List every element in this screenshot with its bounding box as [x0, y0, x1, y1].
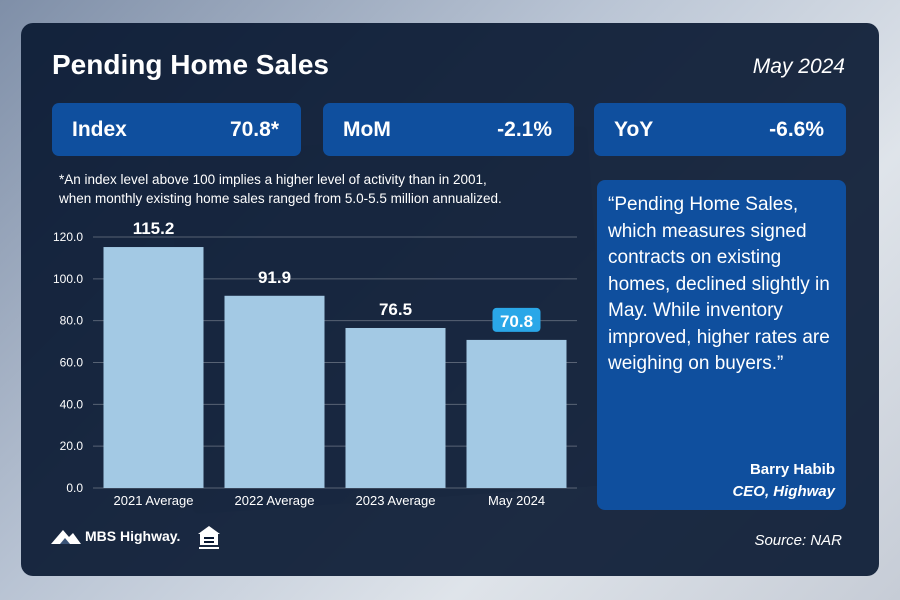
bar-chart: 0.0 20.0 40.0 60.0 80.0 100.0 120.0 115.2 2021 A… [53, 219, 577, 508]
stat-yoy: YoY -6.6% [594, 103, 846, 156]
y-tick-label: 80.0 [60, 314, 84, 328]
x-tick-label: 2021 Average [114, 493, 194, 508]
y-tick-label: 120.0 [53, 230, 83, 244]
bar [103, 247, 204, 488]
stat-mom: MoM -2.1% [323, 103, 574, 156]
stat-yoy-value: -6.6% [769, 117, 824, 141]
quote-author: Barry Habib [749, 461, 835, 478]
y-tick-label: 20.0 [60, 439, 84, 453]
data-label: 76.5 [379, 300, 412, 319]
logo-text: MBS Highway. [85, 528, 181, 544]
data-label: 91.9 [258, 268, 291, 287]
page-title: Pending Home Sales [52, 49, 329, 80]
quote-panel: “Pending Home Sales, which measures sign… [597, 180, 846, 510]
stat-mom-label: MoM [343, 117, 391, 141]
bar [345, 327, 446, 488]
x-tick-label: 2022 Average [235, 493, 315, 508]
y-tick-label: 60.0 [60, 356, 84, 370]
stat-index: Index 70.8* [52, 103, 301, 156]
x-tick-label: May 2024 [488, 493, 545, 508]
infographic-card: Pending Home Sales May 2024 Index 70.8* … [21, 23, 879, 576]
data-label: 115.2 [133, 219, 175, 238]
y-tick-label: 40.0 [60, 397, 84, 411]
stat-index-label: Index [72, 117, 127, 141]
footnote-line-1: *An index level above 100 implies a high… [59, 172, 487, 187]
quote-text: “Pending Home Sales, which measures sign… [608, 194, 830, 374]
y-tick-label: 100.0 [53, 272, 83, 286]
stat-mom-value: -2.1% [497, 117, 552, 141]
x-tick-label: 2023 Average [356, 493, 436, 508]
report-date: May 2024 [752, 55, 845, 78]
footnote-line-2: when monthly existing home sales ranged … [59, 191, 502, 206]
highway-mountain-icon [51, 530, 81, 544]
mbs-highway-logo: MBS Highway. [51, 528, 180, 544]
y-tick-label: 0.0 [66, 481, 83, 495]
data-label: 70.8 [500, 312, 533, 331]
value-label-highlight [492, 307, 541, 332]
bar [466, 339, 567, 488]
equal-housing-icon [198, 526, 220, 549]
source-note: Source: NAR [754, 532, 842, 549]
stat-index-value: 70.8* [229, 117, 279, 141]
stat-yoy-label: YoY [614, 117, 654, 141]
quote-role: CEO, Highway [732, 483, 835, 500]
bar [224, 295, 325, 488]
index-footnote: *An index level above 100 implies a high… [59, 170, 579, 208]
